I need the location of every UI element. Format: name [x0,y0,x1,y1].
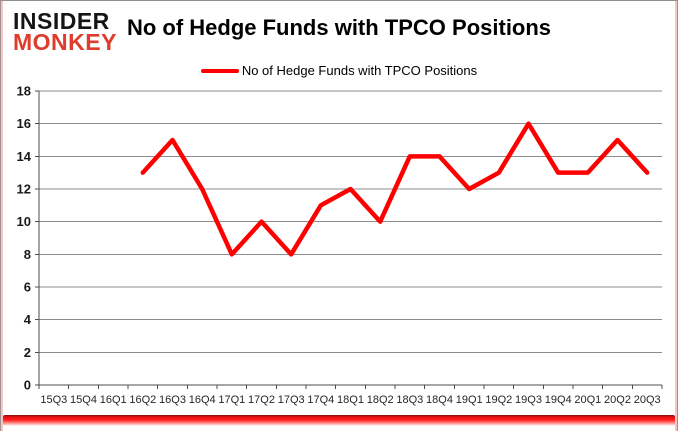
svg-text:18Q4: 18Q4 [426,394,453,406]
svg-text:18: 18 [17,84,31,99]
svg-text:19Q2: 19Q2 [485,394,512,406]
svg-text:20Q3: 20Q3 [634,394,661,406]
svg-text:16: 16 [17,116,31,131]
svg-text:18Q1: 18Q1 [337,394,364,406]
svg-text:14: 14 [17,149,32,164]
svg-text:17Q4: 17Q4 [307,394,334,406]
svg-text:16Q1: 16Q1 [100,394,127,406]
svg-text:15Q4: 15Q4 [70,394,97,406]
svg-text:2: 2 [24,345,31,360]
svg-text:6: 6 [24,280,31,295]
svg-text:16Q4: 16Q4 [189,394,216,406]
svg-text:18Q2: 18Q2 [367,394,394,406]
svg-text:19Q1: 19Q1 [456,394,483,406]
logo-text-monkey: MONKEY [13,29,117,56]
svg-text:19Q3: 19Q3 [515,394,542,406]
svg-text:18Q3: 18Q3 [396,394,423,406]
svg-text:20Q1: 20Q1 [574,394,601,406]
svg-text:17Q3: 17Q3 [278,394,305,406]
svg-text:8: 8 [24,247,31,262]
insider-monkey-logo: INSIDER MONKEY [13,8,117,56]
logo-text-insider: INSIDER [13,8,110,34]
bottom-red-bar [3,415,675,426]
svg-text:4: 4 [24,312,32,327]
chart-title: No of Hedge Funds with TPCO Positions [126,15,552,40]
svg-text:20Q2: 20Q2 [604,394,631,406]
svg-text:15Q3: 15Q3 [40,394,67,406]
svg-text:17Q2: 17Q2 [248,394,275,406]
svg-text:12: 12 [17,182,31,197]
legend: No of Hedge Funds with TPCO Positions [1,63,677,78]
svg-text:16Q3: 16Q3 [159,394,186,406]
svg-text:19Q4: 19Q4 [545,394,572,406]
svg-text:0: 0 [24,378,31,393]
svg-text:17Q1: 17Q1 [218,394,245,406]
svg-text:10: 10 [17,214,31,229]
svg-text:16Q2: 16Q2 [129,394,156,406]
legend-line-marker [200,68,239,73]
legend-label: No of Hedge Funds with TPCO Positions [241,63,478,78]
